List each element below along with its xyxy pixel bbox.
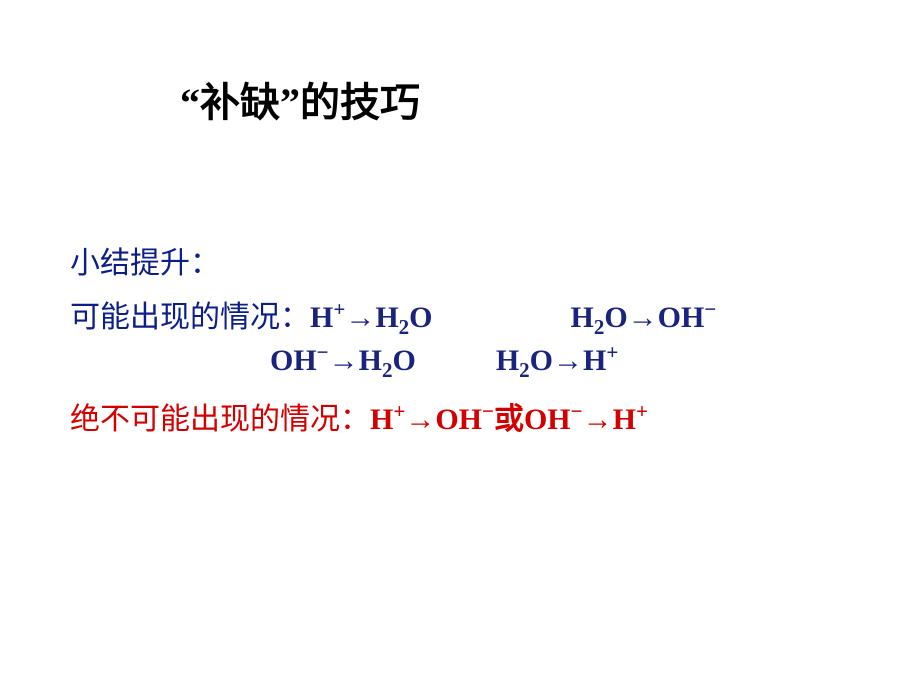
possible-row-1: 可能出现的情况：H+→H2O H2O→OH− xyxy=(70,292,850,336)
chem-oh-minus-to-h-plus: OH−→H+ xyxy=(524,403,648,436)
possible-row-2: OH−→H2O H2O→H+ xyxy=(270,344,850,378)
chem-oh-minus-to-h2o: OH−→H2O xyxy=(270,344,416,377)
chem-h-plus-to-oh-minus: H+→OH− xyxy=(370,403,494,436)
impossible-row: 绝不可能出现的情况：H+→OH−或OH−→H+ xyxy=(70,394,850,438)
chem-separator-or: 或 xyxy=(494,403,524,436)
chem-h2o-to-h-plus: H2O→H+ xyxy=(496,344,618,377)
slide-title: “补缺”的技巧 xyxy=(180,70,850,128)
slide: “补缺”的技巧 小结提升： 可能出现的情况：H+→H2O H2O→OH− OH−→… xyxy=(0,0,920,690)
summary-label: 小结提升： xyxy=(70,238,850,282)
possible-label: 可能出现的情况： xyxy=(70,301,310,334)
impossible-label: 绝不可能出现的情况： xyxy=(70,403,370,436)
chem-h-plus-to-h2o: H+→H2O xyxy=(310,301,433,334)
chem-h2o-to-oh-minus: H2O→OH− xyxy=(571,301,717,334)
